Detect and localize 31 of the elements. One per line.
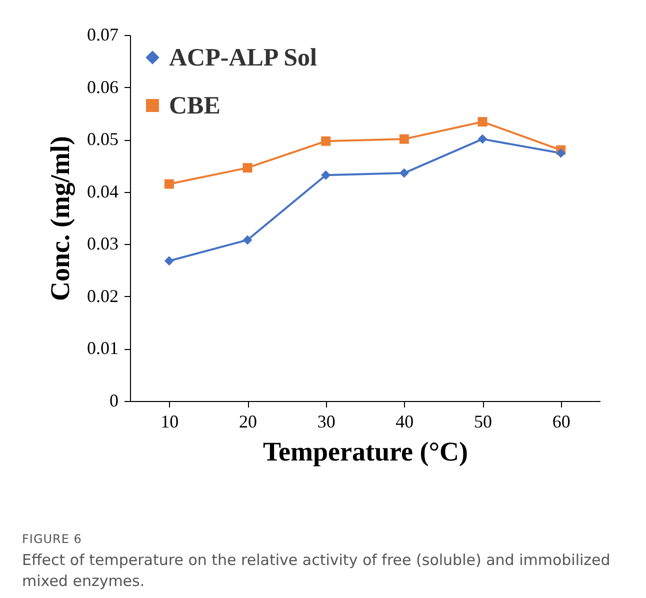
y-tick-label: 0 <box>110 390 118 410</box>
x-tick-label: 40 <box>396 412 414 432</box>
point <box>321 170 331 180</box>
legend-label: ACP-ALP Sol <box>169 44 317 72</box>
point <box>399 134 409 144</box>
y-tick-label: 0.01 <box>87 338 118 358</box>
x-tick-label: 50 <box>474 412 492 432</box>
point <box>164 179 174 189</box>
caption: FIGURE 6 <box>22 532 83 546</box>
y-tick-label: 0.05 <box>87 129 118 150</box>
x-tick-label: 20 <box>239 412 257 432</box>
y-axis-title: Conc. (mg/ml) <box>45 136 75 301</box>
point <box>164 256 174 266</box>
point <box>399 168 409 178</box>
point <box>242 235 252 245</box>
point <box>478 134 488 144</box>
y-tick-label: 0.02 <box>87 286 118 306</box>
y-tick-label: 0.06 <box>87 76 118 97</box>
legend-label: CBE <box>169 92 220 120</box>
x-tick-label: 60 <box>552 412 570 432</box>
x-tick-label: 30 <box>317 412 336 432</box>
point <box>478 117 488 127</box>
point <box>321 136 331 146</box>
text: Effect of temperature on the relative activity of free (soluble) and immobilized mixed enzymes. <box>22 550 612 592</box>
x-axis-title: Temperature (°C) <box>262 436 468 466</box>
y-tick-label: 0.03 <box>87 234 118 254</box>
point <box>242 163 252 173</box>
y-tick-label: 0.04 <box>87 181 118 202</box>
y-tick-label: 0.07 <box>87 24 118 44</box>
x-tick-label: 10 <box>160 412 179 432</box>
point <box>556 148 566 158</box>
